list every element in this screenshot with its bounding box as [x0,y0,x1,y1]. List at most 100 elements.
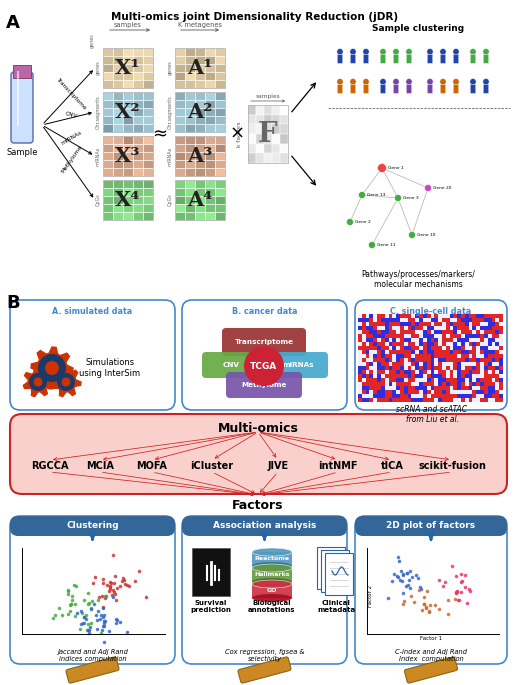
Bar [143,100,153,108]
Bar [472,346,476,350]
Bar [195,152,205,160]
Bar [388,378,392,382]
Bar [400,342,404,346]
Bar [103,196,113,204]
Point [105,585,113,596]
FancyBboxPatch shape [355,516,507,536]
Bar [476,382,480,386]
Bar [427,342,431,346]
Bar [491,374,495,378]
Bar [396,382,400,386]
Bar [442,342,446,346]
FancyBboxPatch shape [202,352,260,378]
Bar [461,326,465,330]
Text: CpGs: CpGs [96,194,101,206]
Point [76,623,84,634]
Circle shape [408,232,416,238]
Bar [362,362,366,366]
Bar [469,398,472,402]
Bar [446,322,450,326]
Bar [495,326,499,330]
Bar [423,346,427,350]
Bar [369,366,373,370]
Bar [358,334,362,338]
Bar [461,366,465,370]
Bar [472,314,476,318]
Point [77,619,85,630]
Point [123,627,131,638]
Text: miRNAs: miRNAs [282,362,314,368]
Text: A¹: A¹ [187,58,213,78]
Bar [423,398,427,402]
Point [85,597,93,608]
Bar [400,390,404,394]
Bar [411,338,415,342]
Bar [280,125,288,134]
Bar [123,212,133,220]
Bar [185,180,195,188]
Point [417,584,425,595]
Point [452,586,460,597]
Circle shape [377,164,386,173]
Bar [396,354,400,358]
Bar [488,370,491,374]
Bar [366,366,369,370]
Bar [469,386,472,390]
Bar [438,350,442,354]
Bar [415,378,419,382]
Bar [411,354,415,358]
Bar [113,152,123,160]
Circle shape [38,354,66,382]
Bar [103,108,113,116]
Bar [446,398,450,402]
Bar [423,338,427,342]
Bar [113,160,123,168]
Bar [396,358,400,362]
Bar [280,134,288,144]
Bar [476,394,480,398]
Bar [400,366,404,370]
Bar [457,382,461,386]
Bar [476,398,480,402]
Bar [407,350,411,354]
Bar [123,180,133,188]
Bar [491,390,495,394]
Bar [476,346,480,350]
Bar [453,390,457,394]
Bar [419,350,423,354]
Bar [491,350,495,354]
Bar [205,196,215,204]
Bar [195,196,205,204]
Bar [248,153,256,163]
Bar [415,370,419,374]
Bar [453,318,457,322]
Bar [453,326,457,330]
Bar [373,326,377,330]
Bar [427,366,431,370]
Bar [143,188,153,196]
Bar [113,212,123,220]
Bar [195,188,205,196]
Point [99,621,107,632]
Bar [205,180,215,188]
Bar [377,390,381,394]
Circle shape [45,361,59,375]
Bar [438,362,442,366]
Bar [431,358,434,362]
Bar [366,354,369,358]
Bar [434,386,438,390]
Bar [366,318,369,322]
Bar [388,394,392,398]
Bar [407,370,411,374]
Bar [465,390,469,394]
Bar [488,390,491,394]
Point [423,586,432,597]
Bar [446,354,450,358]
Bar [195,48,205,56]
Circle shape [393,79,399,85]
Point [67,599,75,610]
Bar [404,322,407,326]
Point [98,574,107,585]
Point [418,605,426,616]
Bar [396,390,400,394]
